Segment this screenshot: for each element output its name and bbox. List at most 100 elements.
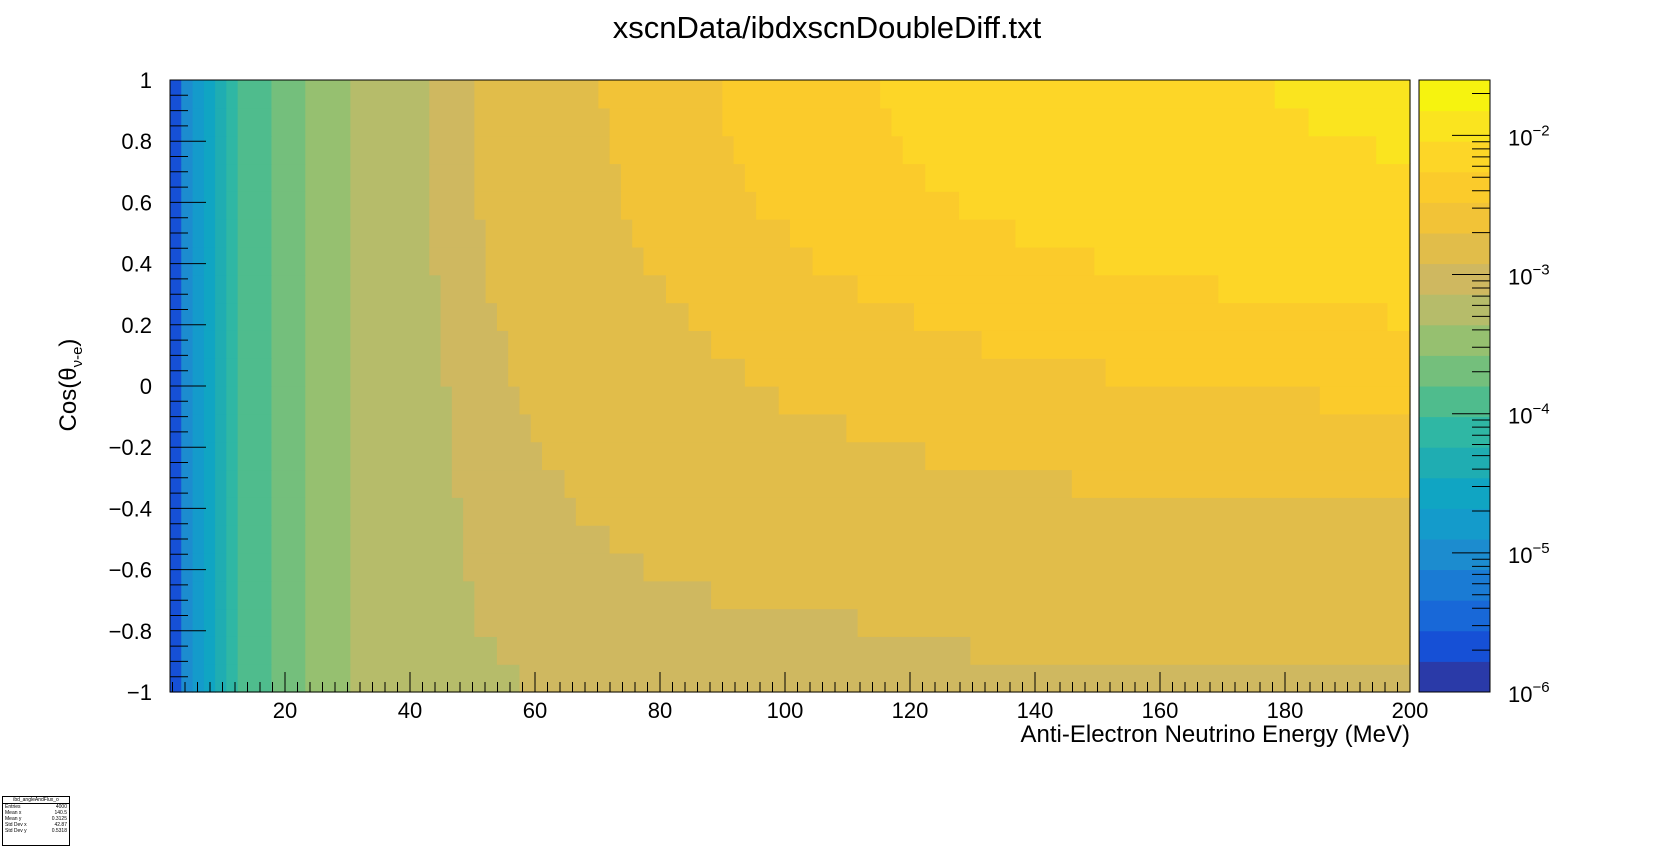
x-tick-label: 20 xyxy=(273,698,297,723)
heatmap-cell xyxy=(181,552,194,582)
heatmap-cell xyxy=(891,107,1310,137)
heatmap-cell xyxy=(237,358,273,387)
heatmap-cell xyxy=(744,163,926,192)
y-tick-label: 0.2 xyxy=(121,313,152,338)
heatmap-cell xyxy=(203,664,216,693)
y-tick-label: 1 xyxy=(140,68,152,93)
heatmap-cell xyxy=(170,664,182,693)
color-scale-swatch xyxy=(1419,447,1490,479)
heatmap-cell xyxy=(226,246,239,276)
heatmap-cell xyxy=(237,608,273,637)
heatmap-cell xyxy=(215,246,227,276)
heatmap-cell xyxy=(271,330,306,359)
heatmap-cell xyxy=(542,441,926,471)
color-scale-swatch xyxy=(1419,477,1490,509)
heatmap-cell xyxy=(350,246,430,276)
y-tick-label: 0.8 xyxy=(121,129,152,154)
heatmap-cell xyxy=(914,302,1389,331)
heatmap-cell xyxy=(226,163,239,192)
heatmap-cell xyxy=(192,497,205,526)
heatmap-cell xyxy=(350,497,464,526)
heatmap-cell xyxy=(192,580,205,610)
heatmap-cell xyxy=(181,274,194,304)
heatmap-cell xyxy=(429,107,475,137)
heatmap-cell xyxy=(429,191,475,220)
heatmap-cell xyxy=(474,580,712,610)
heatmap-cell xyxy=(203,274,216,304)
heatmap-cell xyxy=(350,469,453,498)
heatmap-cell xyxy=(203,413,216,443)
heatmap-cell xyxy=(440,302,498,331)
heatmap-cell xyxy=(474,135,611,165)
color-scale-swatch xyxy=(1419,508,1490,540)
heatmap-cell xyxy=(350,358,442,387)
stats-row: Std Dev x 42.87 xyxy=(5,822,67,828)
heatmap-cell xyxy=(226,358,239,387)
heatmap-cells xyxy=(170,80,1411,693)
heatmap-cell xyxy=(192,664,205,693)
stats-row: Entries 4000 xyxy=(5,804,67,810)
heatmap-cell xyxy=(170,441,182,471)
x-tick-label: 80 xyxy=(648,698,672,723)
heatmap-cell xyxy=(203,107,216,137)
heatmap-cell xyxy=(192,608,205,637)
heatmap-cell xyxy=(609,107,723,137)
heatmap-cell xyxy=(1218,274,1411,304)
color-scale-swatch xyxy=(1419,202,1490,234)
heatmap-cell xyxy=(350,80,430,109)
heatmap-cell xyxy=(508,330,712,359)
heatmap-cell xyxy=(181,664,194,693)
heatmap-cell xyxy=(226,274,239,304)
heatmap-cell xyxy=(192,302,205,331)
heatmap-cell xyxy=(350,107,430,137)
heatmap-cell xyxy=(1319,386,1411,415)
heatmap-cell xyxy=(192,80,205,109)
color-scale: 10−6 10−5 10−4 10−3 10−2 xyxy=(1418,79,1550,707)
heatmap-cell xyxy=(192,135,205,165)
heatmap-cell xyxy=(451,469,566,498)
heatmap-cell xyxy=(1105,358,1411,387)
heatmap-cell xyxy=(733,135,904,165)
heatmap-cell xyxy=(192,163,205,192)
heatmap-cell xyxy=(237,302,273,331)
heatmap-cell xyxy=(451,413,532,443)
heatmap-cell xyxy=(305,608,351,637)
heatmap-cell xyxy=(271,302,306,331)
heatmap-cell xyxy=(271,441,306,471)
heatmap-cell xyxy=(170,580,182,610)
heatmap-cell xyxy=(474,608,859,637)
heatmap-cell xyxy=(305,135,351,165)
heatmap-cell xyxy=(790,219,1017,248)
heatmap-cell xyxy=(271,497,306,526)
heatmap-cell xyxy=(237,330,273,359)
heatmap-cell xyxy=(226,636,239,665)
heatmap-cell xyxy=(215,636,227,665)
heatmap-cell xyxy=(170,135,182,165)
y-tick-label: −0.4 xyxy=(109,496,152,521)
heatmap-cell xyxy=(598,80,723,109)
heatmap-cell xyxy=(440,330,509,359)
heatmap-cell xyxy=(181,386,194,415)
heatmap-cell xyxy=(192,525,205,554)
heatmap-cell xyxy=(440,358,509,387)
color-scale-swatch xyxy=(1419,630,1490,662)
heatmap-cell xyxy=(215,497,227,526)
heatmap-cell xyxy=(722,107,893,137)
heatmap-cell xyxy=(226,302,239,331)
heatmap-cell xyxy=(215,330,227,359)
heatmap-cell xyxy=(170,636,182,665)
heatmap-cell xyxy=(970,636,1411,665)
heatmap-cell xyxy=(271,358,306,387)
heatmap-cell xyxy=(237,636,273,665)
heatmap-cell xyxy=(203,469,216,498)
heatmap-cell xyxy=(474,191,622,220)
heatmap-cell xyxy=(215,135,227,165)
heatmap-cell xyxy=(530,413,847,443)
heatmap-cell xyxy=(170,191,182,220)
heatmap-cell xyxy=(215,80,227,109)
heatmap-cell xyxy=(170,552,182,582)
color-scale-swatch xyxy=(1419,386,1490,418)
color-scale-swatch xyxy=(1419,263,1490,295)
stats-row: Mean y 0.3125 xyxy=(5,816,67,822)
